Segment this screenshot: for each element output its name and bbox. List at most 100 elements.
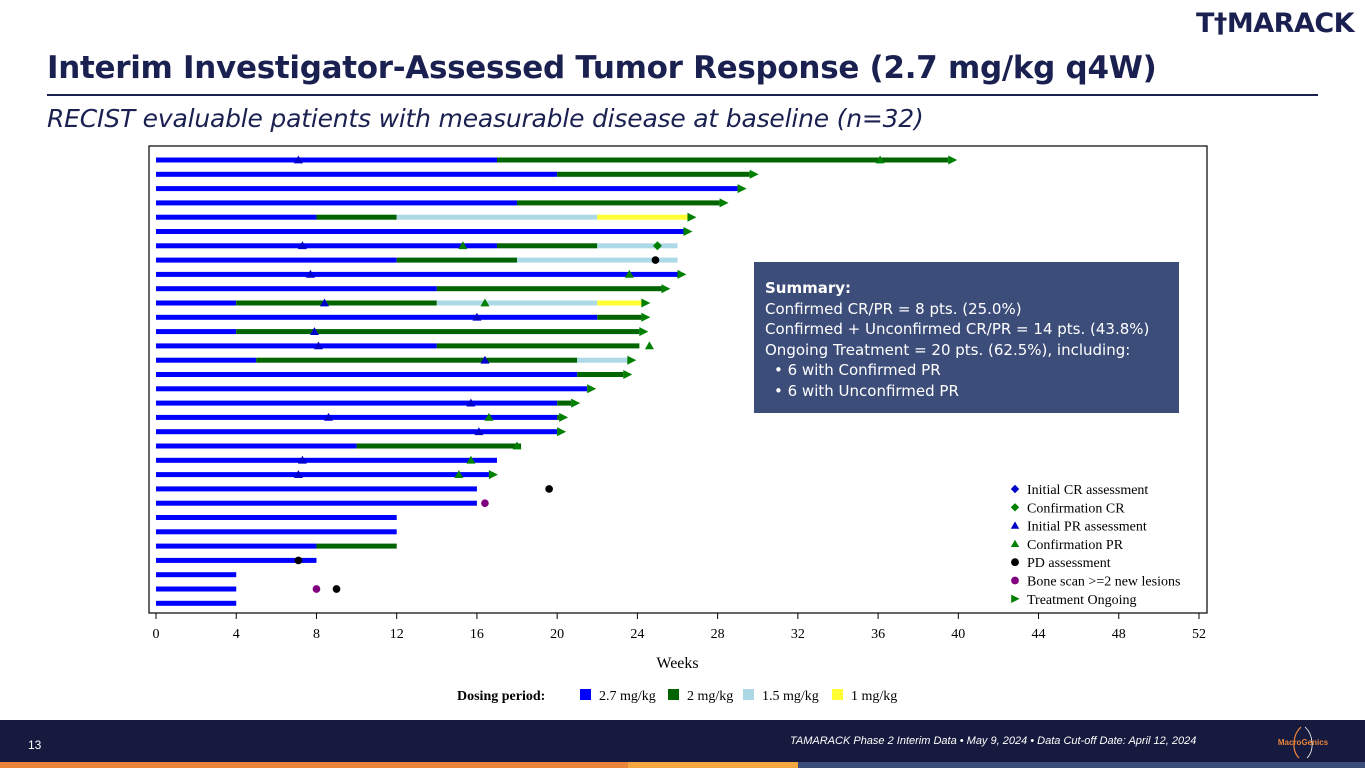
pr_i-marker	[474, 427, 484, 436]
pr_i-marker	[297, 241, 307, 250]
footer-citation: TAMARACK Phase 2 Interim Data • May 9, 2…	[790, 735, 1197, 747]
x-tick-label: 44	[1032, 627, 1046, 642]
ongoing-arrow	[683, 227, 693, 236]
legend-label: Treatment Ongoing	[1027, 593, 1137, 608]
dose-bar-segment	[236, 300, 437, 306]
ongoing-arrow	[641, 312, 651, 322]
summary-bullet: • 6 with Confirmed PR	[774, 361, 941, 379]
legend-swatch	[1011, 558, 1019, 567]
footer-accent-segment	[798, 762, 1365, 768]
dose-bar-segment	[156, 314, 598, 320]
dose-bar-segment	[496, 243, 598, 249]
dose-bar-segment	[156, 429, 558, 435]
pr_i-marker	[472, 312, 482, 321]
dose-bar-segment	[156, 286, 437, 292]
pd-marker	[294, 556, 303, 565]
dose-bar-segment	[156, 400, 558, 406]
summary-box: Summary: Confirmed CR/PR = 8 pts. (25.0%…	[754, 262, 1179, 413]
summary-line: Confirmed CR/PR = 8 pts. (25.0%)	[765, 299, 1022, 318]
dose-bar-segment	[156, 500, 477, 506]
dose-legend-label: 2.7 mg/kg	[599, 689, 656, 704]
dose-legend-title: Dosing period:	[457, 689, 545, 704]
dose-bar-segment	[597, 243, 678, 249]
x-tick-label: 40	[951, 627, 965, 642]
footer-accent-segment	[628, 762, 798, 768]
dose-bar-segment	[156, 472, 489, 478]
pr_c-marker	[875, 155, 885, 164]
x-tick-label: 24	[630, 627, 644, 642]
summary-title: Summary:	[765, 279, 852, 297]
pr_i-marker	[305, 269, 315, 278]
ongoing-arrow	[737, 184, 747, 194]
dose-bar-segment	[156, 214, 317, 220]
ongoing-arrow	[557, 427, 567, 437]
pr_i-marker	[309, 327, 319, 335]
x-tick-label: 48	[1112, 627, 1126, 642]
dose-bar-segment	[236, 329, 640, 335]
legend-swatch	[1010, 503, 1020, 512]
dose-bar-segment	[577, 357, 628, 363]
dose-bar-segment	[156, 157, 497, 163]
dose-bar-segment	[396, 214, 598, 220]
ongoing-arrow	[687, 212, 697, 222]
dose-legend-swatch	[832, 689, 843, 700]
x-axis-label: Weeks	[656, 655, 698, 672]
dose-bar-segment	[156, 343, 437, 349]
dose-bar-segment	[156, 186, 738, 192]
ongoing-arrow	[719, 198, 729, 208]
dose-bar-segment	[156, 457, 497, 463]
x-tick-label: 32	[791, 627, 805, 642]
legend-swatch	[1010, 484, 1020, 494]
footer-accent-bar	[0, 762, 1365, 768]
ongoing-arrow	[623, 370, 633, 379]
ongoing-arrow	[749, 169, 759, 179]
dose-bar-segment	[557, 400, 572, 406]
x-tick-label: 52	[1192, 627, 1206, 642]
pr_c-marker	[454, 470, 464, 478]
x-tick-label: 20	[550, 627, 564, 642]
pr_c-marker	[480, 298, 490, 307]
page-title: Interim Investigator-Assessed Tumor Resp…	[47, 50, 1157, 86]
ongoing-arrow	[571, 398, 581, 408]
dose-bar-segment	[156, 443, 357, 449]
pr_i-marker	[293, 470, 303, 478]
pr_c-marker	[644, 341, 654, 350]
ongoing-arrow	[488, 470, 498, 480]
ongoing-arrow	[641, 298, 651, 308]
page-subtitle: RECIST evaluable patients with measurabl…	[47, 104, 924, 133]
dose-bar-segment	[597, 300, 642, 306]
summary-bullet: • 6 with Unconfirmed PR	[774, 381, 959, 400]
pr_i-marker	[313, 341, 323, 350]
x-tick-label: 12	[390, 627, 404, 642]
pd-marker	[651, 256, 660, 264]
legend-swatch	[1011, 594, 1020, 603]
pr_i-marker	[319, 298, 329, 307]
x-tick-label: 0	[153, 627, 160, 642]
legend-label: Confirmation PR	[1027, 538, 1124, 553]
dose-bar-segment	[156, 386, 588, 392]
dose-bar-segment	[156, 529, 397, 535]
x-tick-label: 36	[871, 627, 885, 642]
dose-legend-label: 2 mg/kg	[687, 689, 733, 704]
ongoing-arrow	[948, 155, 958, 165]
ongoing-arrow	[677, 269, 687, 279]
pr_c-marker	[458, 241, 468, 250]
pr_i-marker	[297, 455, 307, 464]
dose-bar-segment	[436, 286, 662, 292]
legend-label: Confirmation CR	[1027, 501, 1125, 516]
dose-bar-segment	[396, 257, 518, 263]
dose-legend-label: 1 mg/kg	[851, 689, 897, 704]
footer	[0, 720, 1365, 762]
dose-legend-label: 1.5 mg/kg	[762, 689, 819, 704]
x-tick-label: 28	[711, 627, 725, 642]
dose-bar-segment	[256, 357, 578, 363]
dose-legend-swatch	[668, 689, 679, 700]
dose-legend-swatch	[580, 689, 591, 700]
dose-bar-segment	[557, 171, 750, 177]
dose-bar-segment	[597, 214, 688, 220]
legend-label: Initial CR assessment	[1027, 483, 1148, 498]
dose-bar-segment	[156, 543, 317, 549]
dose-bar-segment	[156, 271, 678, 277]
pr_i-marker	[323, 412, 333, 421]
